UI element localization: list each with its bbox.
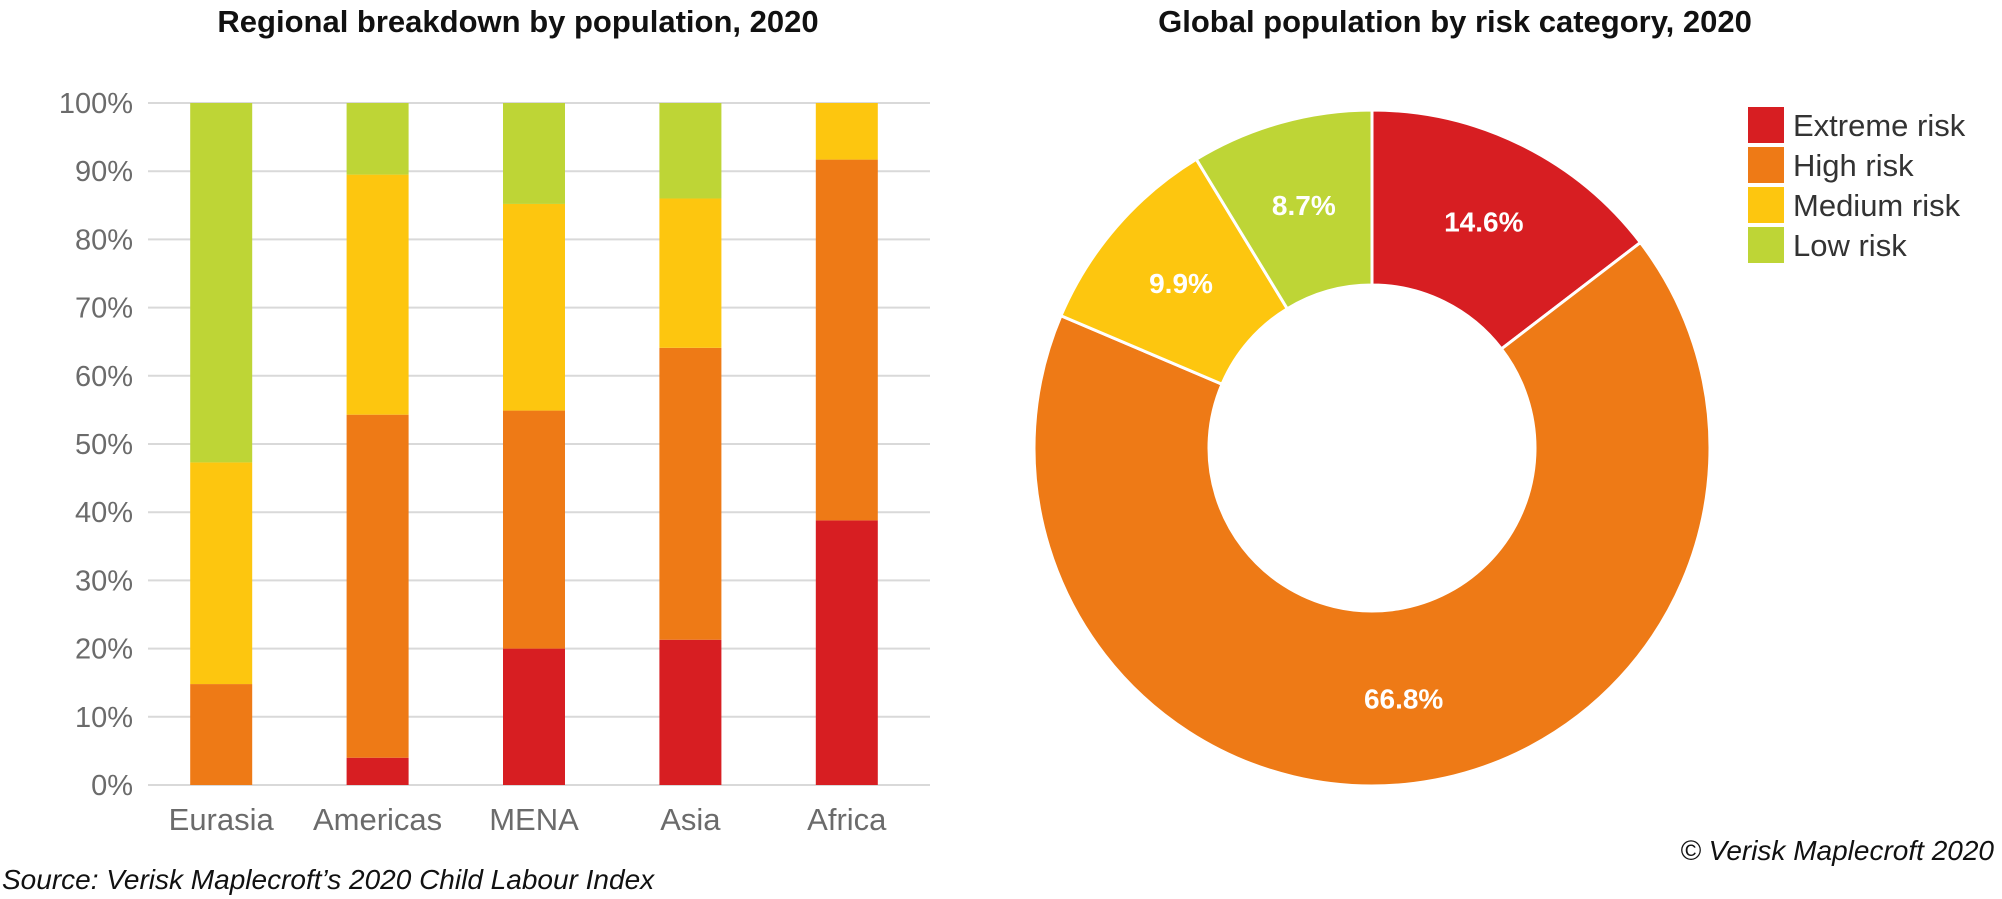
bar-americas-low-risk <box>346 103 409 175</box>
bar-asia-extreme-risk <box>659 639 722 785</box>
bar-americas-extreme-risk <box>346 757 409 785</box>
bar-americas-medium-risk <box>346 174 409 415</box>
bar-eurasia-low-risk <box>190 103 253 463</box>
donut-data-labels: 14.6% 66.8% 9.9% 8.7% <box>1149 190 1523 715</box>
legend-label-medium-risk: Medium risk <box>1793 188 1961 223</box>
legend-swatch-medium-risk <box>1748 187 1784 223</box>
y-tick-label: 100% <box>59 88 133 120</box>
bar-africa-high-risk <box>815 159 878 521</box>
y-tick-label: 20% <box>75 634 133 666</box>
bar-africa-medium-risk <box>815 103 878 160</box>
y-tick-label: 10% <box>75 702 133 734</box>
x-tick-label: MENA <box>489 802 579 837</box>
donut-slice-low-risk <box>1194 108 1374 311</box>
donut-slices <box>1032 108 1712 788</box>
source-note: Source: Verisk Maplecroft’s 2020 Child L… <box>2 864 655 895</box>
bar-chart-bars <box>190 103 878 785</box>
donut-slice-high-risk <box>1032 240 1712 788</box>
bar-mena-medium-risk <box>503 203 565 411</box>
legend-swatch-high-risk <box>1748 147 1784 183</box>
bar-americas-high-risk <box>346 414 409 758</box>
bar-eurasia-high-risk <box>190 684 253 785</box>
bar-eurasia-medium-risk <box>190 462 253 685</box>
donut-label-high-risk: 66.8% <box>1364 684 1443 715</box>
y-tick-label: 80% <box>75 224 133 256</box>
legend-swatch-low-risk <box>1748 227 1784 263</box>
bar-mena-low-risk <box>503 103 565 204</box>
legend-label-extreme-risk: Extreme risk <box>1793 108 1966 143</box>
x-tick-label: Asia <box>660 802 721 837</box>
donut-legend: Extreme risk High risk Medium risk Low risk <box>1748 107 1966 263</box>
regional-stacked-bar-chart: Regional breakdown by population, 2020 0… <box>59 4 930 837</box>
x-tick-label: Eurasia <box>169 802 275 837</box>
bar-chart-x-labels: Eurasia Americas MENA Asia Africa <box>169 802 888 837</box>
donut-label-medium-risk: 9.9% <box>1149 268 1213 299</box>
bar-asia-high-risk <box>659 347 722 640</box>
global-risk-donut-chart: Global population by risk category, 2020… <box>1032 4 1966 788</box>
donut-label-extreme-risk: 14.6% <box>1444 207 1523 238</box>
donut-slice-extreme-risk <box>1370 108 1643 352</box>
bar-asia-low-risk <box>659 103 722 199</box>
y-tick-label: 30% <box>75 565 133 597</box>
bar-chart-title: Regional breakdown by population, 2020 <box>217 4 818 39</box>
bar-asia-medium-risk <box>659 198 722 348</box>
legend-swatch-extreme-risk <box>1748 107 1784 143</box>
donut-label-low-risk: 8.7% <box>1272 190 1336 221</box>
bar-chart-y-ticks: 0% 10% 20% 30% 40% 50% 60% 70% 80% 90% 100% <box>59 88 133 802</box>
y-tick-label: 70% <box>75 293 133 325</box>
legend-label-low-risk: Low risk <box>1793 228 1907 263</box>
y-tick-label: 50% <box>75 429 133 461</box>
y-tick-label: 90% <box>75 156 133 188</box>
bar-mena-extreme-risk <box>503 648 565 785</box>
y-tick-label: 40% <box>75 497 133 529</box>
bar-africa-extreme-risk <box>815 520 878 785</box>
bar-mena-high-risk <box>503 410 565 649</box>
y-tick-label: 0% <box>91 770 133 802</box>
legend-label-high-risk: High risk <box>1793 148 1914 183</box>
x-tick-label: Americas <box>313 802 442 837</box>
donut-chart-title: Global population by risk category, 2020 <box>1158 4 1752 39</box>
copyright-note: © Verisk Maplecroft 2020 <box>1680 835 1994 866</box>
y-tick-label: 60% <box>75 361 133 393</box>
x-tick-label: Africa <box>807 802 887 837</box>
